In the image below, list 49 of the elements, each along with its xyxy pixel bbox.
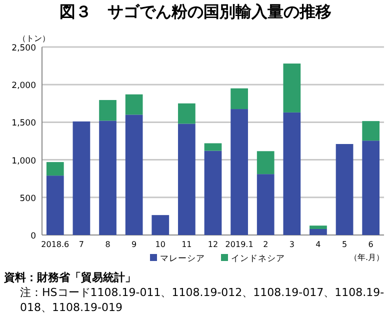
bar	[72, 121, 90, 235]
x-tick-label: 8	[105, 240, 110, 249]
bar	[283, 64, 301, 112]
y-tick-label: 2,000	[12, 81, 36, 92]
bar	[336, 144, 354, 235]
x-tick-label: 2018.6	[41, 240, 70, 249]
x-tick-label: 3	[289, 240, 294, 249]
x-tick-label: 12	[208, 240, 218, 249]
x-axis-title: （年.月）	[349, 253, 384, 262]
x-tick-label: 5	[342, 240, 348, 249]
bar	[283, 112, 301, 235]
bar	[178, 103, 196, 124]
y-tick-label: 2,500	[12, 44, 36, 54]
x-tick-label: 2	[263, 240, 268, 249]
bar	[46, 162, 64, 176]
legend-label: インドネシア	[231, 254, 285, 264]
bar	[362, 140, 380, 235]
y-tick-label: 500	[20, 194, 36, 204]
bar	[152, 215, 170, 235]
bar	[204, 150, 222, 235]
bar	[310, 228, 327, 235]
x-tick-label: 11	[182, 240, 192, 249]
y-axis-title: （トン）	[18, 34, 50, 43]
bar	[310, 226, 327, 229]
y-tick-label: 1,500	[12, 118, 36, 129]
bar	[125, 94, 143, 115]
bar	[230, 88, 248, 110]
legend-label: マレーシア	[160, 254, 205, 264]
bar	[46, 176, 64, 235]
bar	[256, 151, 274, 174]
chart-title: 図３ サゴでん粉の国別輸入量の推移	[58, 1, 332, 23]
x-tick-label: 6	[368, 240, 374, 249]
x-tick-label: 9	[132, 240, 137, 249]
x-tick-label: 7	[78, 240, 84, 249]
bar	[230, 109, 248, 235]
bar	[99, 100, 116, 121]
bar	[99, 120, 116, 235]
bar	[362, 121, 380, 141]
x-tick-label: 4	[316, 240, 321, 249]
x-tick-label: 10	[155, 240, 166, 249]
bar	[256, 174, 274, 235]
bar	[178, 124, 196, 235]
y-tick-label: 1,000	[12, 156, 36, 166]
bar	[125, 114, 143, 235]
y-tick-label: 0	[30, 232, 36, 242]
x-tick-label: 2019.1	[225, 240, 254, 249]
bar	[204, 143, 222, 151]
text: 注：HSコード1108.19-011、1108.19-012、1108.19-017、1108.19-018、1108.19-019	[19, 285, 386, 315]
text: 資料：財務省「貿易統計」	[4, 270, 137, 285]
